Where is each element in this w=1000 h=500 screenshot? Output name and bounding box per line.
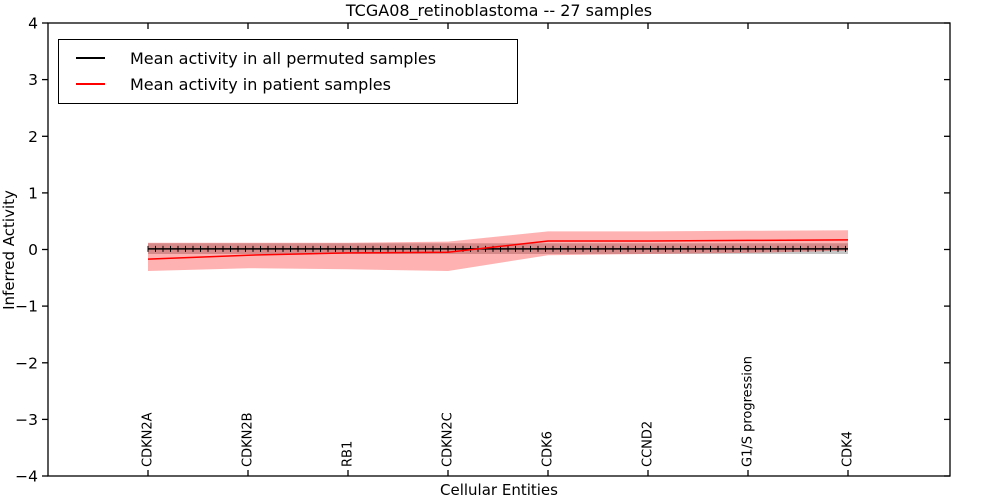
y-tick-label: 1 xyxy=(28,184,38,202)
x-tick-label: CDKN2C xyxy=(441,412,456,467)
x-tick-label: RB1 xyxy=(341,441,356,467)
legend: Mean activity in all permuted samples Me… xyxy=(58,39,518,104)
legend-entry-permuted: Mean activity in all permuted samples xyxy=(59,45,517,71)
y-tick-label: 0 xyxy=(28,241,38,259)
legend-line-red-icon xyxy=(76,83,105,85)
x-tick-label: CCND2 xyxy=(641,421,656,467)
x-tick-label: CDKN2A xyxy=(141,412,156,467)
legend-label-permuted: Mean activity in all permuted samples xyxy=(130,48,437,68)
legend-entry-patient: Mean activity in patient samples xyxy=(59,71,517,97)
series-lines xyxy=(147,239,849,260)
x-tick-label: CDK6 xyxy=(541,431,556,467)
x-tick-label: CDK4 xyxy=(841,431,856,467)
y-tick-label: −4 xyxy=(15,468,38,486)
y-tick-label: −2 xyxy=(15,354,38,372)
y-tick-labels: 4 3 2 1 0 −1 −2 −3 −4 xyxy=(15,15,38,486)
legend-label-patient: Mean activity in patient samples xyxy=(130,74,391,94)
y-tick-label: 4 xyxy=(28,15,38,33)
x-tick-labels: CDKN2A CDKN2B RB1 CDKN2C CDK6 CCND2 G1/S progr… xyxy=(141,356,856,467)
x-tick-label: CDKN2B xyxy=(241,412,256,467)
y-tick-label: 3 xyxy=(28,71,38,89)
x-axis-label: Cellular Entities xyxy=(440,481,558,499)
x-tick-label: G1/S progression xyxy=(741,356,756,467)
y-tick-label: −1 xyxy=(15,298,38,316)
y-axis-label: Inferred Activity xyxy=(0,190,18,310)
legend-line-black-icon xyxy=(76,57,105,59)
y-tick-label: −3 xyxy=(15,411,38,429)
patient-mean-line xyxy=(147,239,849,260)
chart-title: TCGA08_retinoblastoma -- 27 samples xyxy=(345,1,653,20)
y-tick-label: 2 xyxy=(28,128,38,146)
axis-ticks xyxy=(42,22,950,477)
